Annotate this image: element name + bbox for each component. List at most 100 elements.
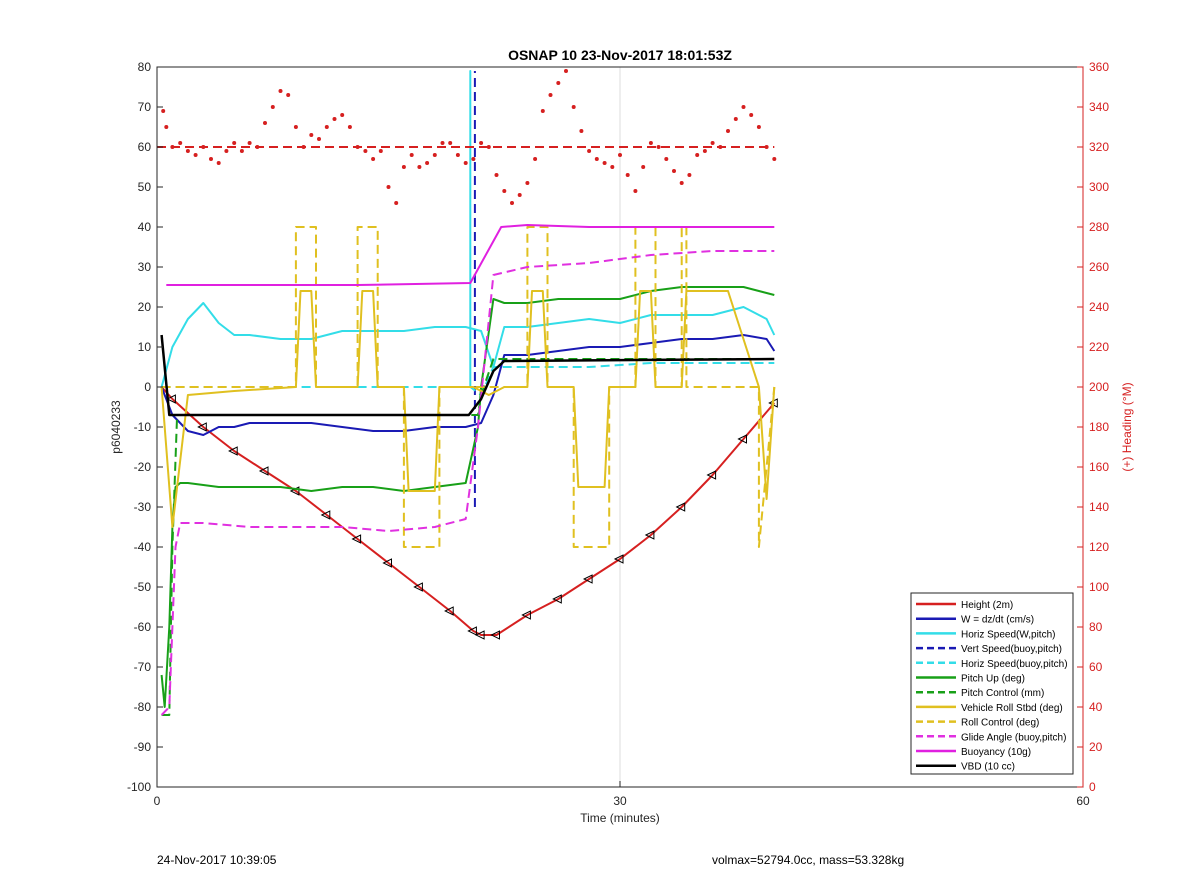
heading-point — [741, 105, 746, 109]
legend-label: Horiz Speed(W,pitch) — [961, 629, 1055, 640]
chart-legend: Height (2m) W = dz/dt (cm/s) Horiz Speed(W… — [910, 592, 1074, 775]
legend-label: Glide Angle (buoy,pitch) — [961, 732, 1066, 743]
y-tick-label: 50 — [138, 180, 152, 194]
heading-point — [432, 153, 437, 157]
series-line-10 — [166, 224, 775, 286]
series-line-11 — [160, 334, 775, 417]
heading-point — [710, 141, 715, 145]
y2-tick-label: 20 — [1089, 740, 1103, 754]
heading-point — [772, 157, 777, 161]
chart-title: OSNAP 10 23-Nov-2017 18:01:53Z — [508, 47, 732, 63]
heading-point — [164, 125, 169, 129]
heading-point — [378, 149, 383, 153]
heading-point — [733, 117, 738, 121]
heading-point — [317, 137, 321, 141]
heading-point — [548, 93, 553, 97]
y2-tick-label: 40 — [1089, 700, 1103, 714]
heading-point — [556, 81, 561, 85]
legend-label: Height (2m) — [961, 600, 1013, 611]
y2-tick-label: 360 — [1089, 60, 1109, 74]
height-marker — [258, 466, 269, 476]
heading-point — [618, 153, 622, 157]
y-tick-label: -20 — [134, 460, 152, 474]
y-tick-label: -70 — [134, 660, 152, 674]
y2-tick-label: 80 — [1089, 620, 1103, 634]
heading-point — [540, 109, 545, 113]
legend-label: VBD (10 cc) — [961, 762, 1015, 773]
heading-point — [263, 121, 267, 125]
heading-point — [602, 161, 607, 165]
tick-labels: 0 30 6080706050403020100-10-20-30-40-50-60… — [127, 60, 1109, 808]
y2-tick-label: 120 — [1089, 540, 1109, 554]
y-tick-label: -30 — [134, 500, 152, 514]
series-line-4 — [161, 70, 775, 396]
y-tick-label: 60 — [138, 140, 152, 154]
y2-axis-label: (+) Heading (°M) — [1120, 382, 1134, 471]
x-tick-label: 60 — [1076, 794, 1090, 808]
chart-series — [157, 69, 778, 716]
heading-point — [656, 145, 661, 149]
height-marker — [613, 554, 624, 564]
heading-point — [324, 125, 329, 129]
y-tick-label: 20 — [138, 300, 152, 314]
y-tick-label: 70 — [138, 100, 152, 114]
heading-point — [216, 161, 221, 165]
y-tick-label: -90 — [134, 740, 152, 754]
heading-point — [510, 201, 514, 205]
y-tick-label: -100 — [127, 780, 151, 794]
heading-point — [502, 189, 507, 193]
heading-point — [224, 149, 229, 153]
series-line-6 — [161, 358, 775, 716]
heading-point — [201, 145, 206, 149]
heading-point — [363, 149, 368, 153]
height-marker — [197, 422, 207, 432]
heading-point — [625, 173, 630, 177]
series-line-9 — [160, 250, 775, 716]
series-line-0 — [160, 386, 776, 636]
height-marker — [490, 630, 500, 640]
series-line-2 — [160, 302, 776, 388]
series-line-1 — [160, 334, 776, 436]
heading-point — [594, 157, 599, 161]
x-tick-label: 0 — [154, 794, 161, 808]
heading-point — [726, 129, 730, 133]
legend-label: Vehicle Roll Stbd (deg) — [961, 703, 1063, 714]
y2-tick-label: 180 — [1089, 420, 1109, 434]
heading-point — [571, 105, 576, 109]
height-marker — [521, 610, 531, 620]
heading-point — [401, 165, 406, 169]
heading-point — [610, 165, 615, 169]
legend-label: Pitch Up (deg) — [961, 674, 1025, 685]
heading-point — [270, 105, 275, 109]
footer-mass-info: volmax=52794.0cc, mass=53.328kg — [712, 853, 905, 867]
heading-point — [232, 141, 237, 145]
y-tick-label: -10 — [134, 420, 152, 434]
y2-tick-label: 260 — [1089, 260, 1109, 274]
height-marker — [320, 510, 331, 520]
heading-point — [664, 157, 669, 161]
y2-tick-label: 300 — [1089, 180, 1109, 194]
height-marker — [552, 594, 562, 604]
heading-point — [332, 117, 337, 121]
y-tick-label: -40 — [134, 540, 152, 554]
heading-point — [533, 157, 538, 161]
height-marker — [706, 470, 717, 480]
height-marker — [644, 530, 655, 540]
heading-point — [371, 157, 376, 161]
heading-point — [579, 129, 584, 133]
y2-tick-label: 320 — [1089, 140, 1109, 154]
heading-point — [764, 145, 769, 149]
legend-label: Vert Speed(buoy,pitch) — [961, 644, 1062, 655]
y-tick-label: 30 — [138, 260, 152, 274]
y2-tick-label: 60 — [1089, 660, 1103, 674]
heading-point — [170, 145, 175, 149]
heading-point — [479, 141, 484, 145]
heading-point — [255, 145, 260, 149]
y2-tick-label: 160 — [1089, 460, 1109, 474]
height-marker — [382, 558, 392, 568]
heading-point — [409, 153, 414, 157]
y2-tick-label: 220 — [1089, 340, 1109, 354]
y2-tick-label: 100 — [1089, 580, 1109, 594]
heading-point — [239, 149, 244, 153]
